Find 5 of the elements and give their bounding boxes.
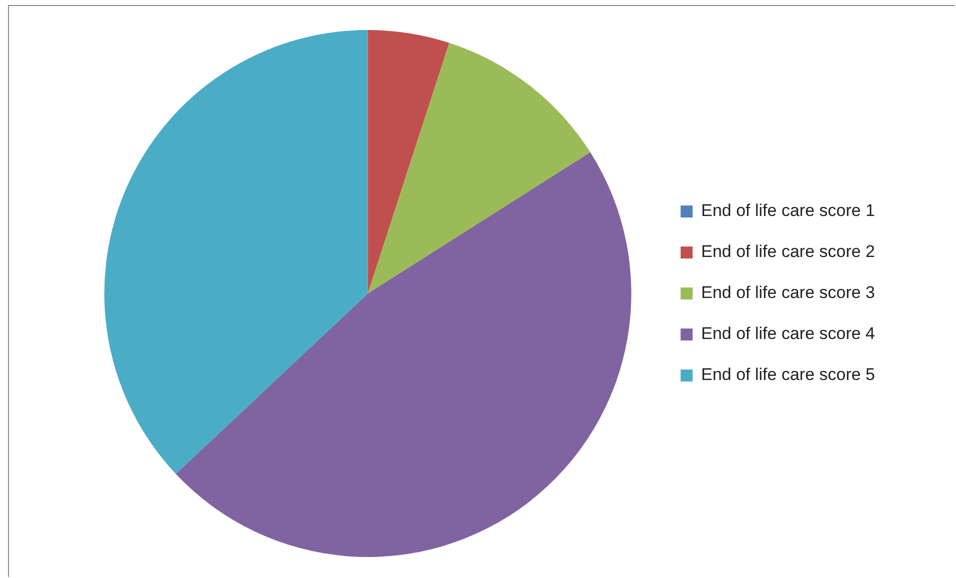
legend-label: End of life care score 4 — [701, 324, 876, 344]
legend-label: End of life care score 5 — [701, 365, 876, 384]
legend-label: End of life care score 3 — [701, 283, 876, 302]
legend-label: End of life care score 2 — [701, 242, 876, 262]
legend-label: End of life care score 1 — [701, 201, 876, 220]
